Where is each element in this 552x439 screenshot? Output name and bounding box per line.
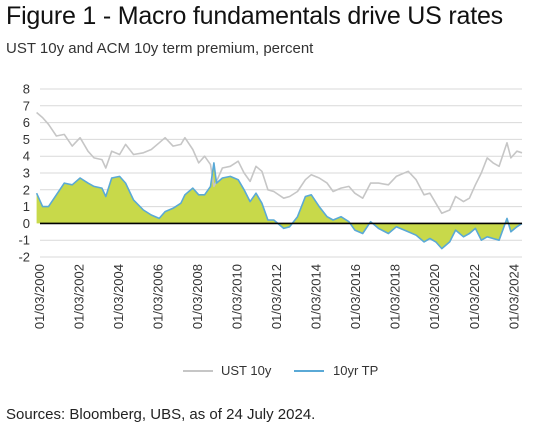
tp-10y-line: [35, 162, 523, 250]
x-tick-label: 01/03/2002: [72, 264, 87, 329]
x-tick-label: 01/03/2022: [467, 264, 482, 329]
x-tick-label: 01/03/2020: [427, 264, 442, 329]
x-tick-label: 01/03/2024: [506, 264, 521, 329]
x-tick-label: 01/03/2006: [151, 264, 166, 329]
y-tick-label: 8: [23, 82, 30, 97]
x-tick-label: 01/03/2008: [190, 264, 205, 329]
y-tick-label: -2: [18, 250, 30, 265]
source-note: Sources: Bloomberg, UBS, as of 24 July 2…: [6, 406, 316, 423]
y-tick-label: 7: [23, 98, 30, 113]
tp-area: [36, 162, 522, 249]
y-tick-label: 5: [23, 132, 30, 147]
legend-label-ust: UST 10y: [221, 363, 272, 378]
ust-10y-line: [36, 111, 523, 215]
term-premium-fill: [36, 162, 522, 249]
legend-label-tp: 10yr TP: [333, 363, 378, 378]
axes: 87 6 5 4 32 1 0 -1 -201/03/2000 01/03/2002 01/03/2…: [18, 82, 522, 329]
y-tick-label: 2: [23, 182, 30, 197]
page-title: Figure 1 - Macro fundamentals drive US r…: [6, 2, 503, 30]
x-tick-label: 01/03/2000: [32, 264, 47, 329]
x-tick-label: 01/03/2016: [348, 264, 363, 329]
page-subtitle: UST 10y and ACM 10y term premium, percen…: [6, 40, 314, 57]
y-tick-label: 6: [23, 115, 30, 130]
series-lines: [35, 111, 523, 250]
y-tick-label: 3: [23, 166, 30, 181]
line-chart: 87 6 5 4 32 1 0 -1 -201/03/2000 01/03/2002 01/03/2…: [18, 82, 523, 378]
x-tick-label: 01/03/2004: [111, 264, 126, 329]
legend: UST 10y 10yr TP: [183, 363, 378, 378]
x-tick-label: 01/03/2014: [309, 264, 324, 329]
x-tick-label: 01/03/2018: [388, 264, 403, 329]
x-tick-label: 01/03/2012: [269, 264, 284, 329]
y-tick-label: 0: [23, 216, 30, 231]
y-tick-label: -1: [18, 233, 30, 248]
y-tick-label: 4: [23, 149, 30, 164]
y-tick-label: 1: [23, 199, 30, 214]
x-tick-label: 01/03/2010: [230, 264, 245, 329]
